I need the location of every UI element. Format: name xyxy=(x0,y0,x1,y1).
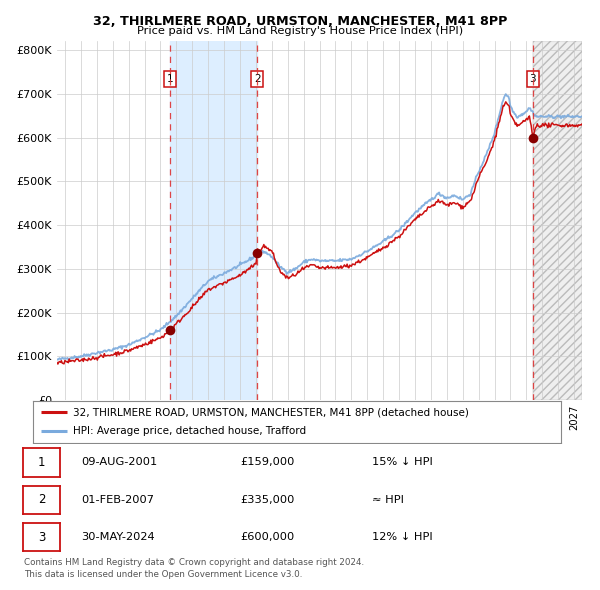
Text: This data is licensed under the Open Government Licence v3.0.: This data is licensed under the Open Gov… xyxy=(24,570,302,579)
Text: 12% ↓ HPI: 12% ↓ HPI xyxy=(372,532,433,542)
Text: 15% ↓ HPI: 15% ↓ HPI xyxy=(372,457,433,467)
Text: £159,000: £159,000 xyxy=(240,457,295,467)
Text: 32, THIRLMERE ROAD, URMSTON, MANCHESTER, M41 8PP (detached house): 32, THIRLMERE ROAD, URMSTON, MANCHESTER,… xyxy=(73,407,469,417)
Text: HPI: Average price, detached house, Trafford: HPI: Average price, detached house, Traf… xyxy=(73,427,306,437)
Text: £600,000: £600,000 xyxy=(240,532,294,542)
Text: 09-AUG-2001: 09-AUG-2001 xyxy=(81,457,157,467)
Text: 01-FEB-2007: 01-FEB-2007 xyxy=(81,495,154,504)
Bar xyxy=(170,41,257,400)
Bar xyxy=(533,41,582,400)
Text: 30-MAY-2024: 30-MAY-2024 xyxy=(81,532,155,542)
Text: 32, THIRLMERE ROAD, URMSTON, MANCHESTER, M41 8PP: 32, THIRLMERE ROAD, URMSTON, MANCHESTER,… xyxy=(93,15,507,28)
Bar xyxy=(533,41,582,400)
Text: Contains HM Land Registry data © Crown copyright and database right 2024.: Contains HM Land Registry data © Crown c… xyxy=(24,558,364,567)
Text: 1: 1 xyxy=(38,456,45,469)
Text: 2: 2 xyxy=(254,74,260,84)
Text: ≈ HPI: ≈ HPI xyxy=(372,495,404,504)
Text: 2: 2 xyxy=(38,493,45,506)
Text: £335,000: £335,000 xyxy=(240,495,295,504)
Text: Price paid vs. HM Land Registry's House Price Index (HPI): Price paid vs. HM Land Registry's House … xyxy=(137,26,463,36)
Text: 3: 3 xyxy=(38,530,45,543)
Text: 1: 1 xyxy=(167,74,173,84)
Text: 3: 3 xyxy=(530,74,536,84)
